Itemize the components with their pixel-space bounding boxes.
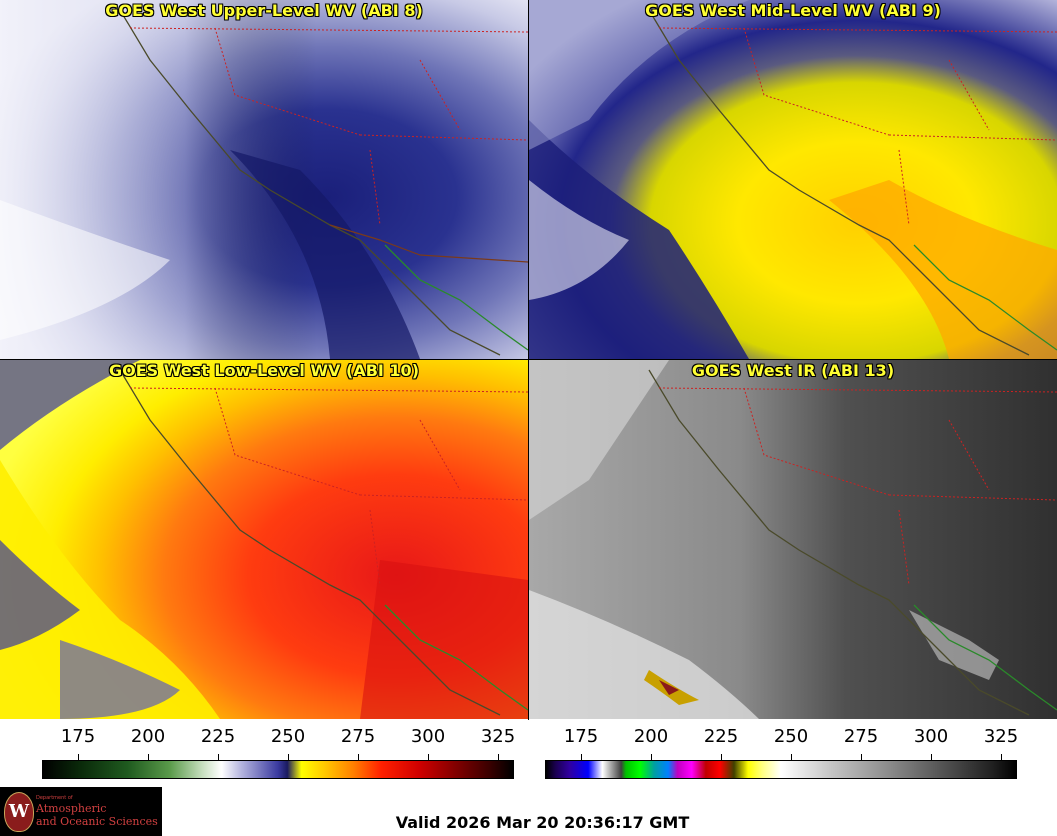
wv-colorbar-gradient (42, 760, 514, 779)
colorbar-tick (288, 754, 289, 760)
aos-logo: W Department of Atmospheric and Oceanic … (0, 787, 162, 836)
colorbar-tick-label: 175 (563, 726, 599, 747)
panel-title: GOES West Low-Level WV (ABI 10) (108, 361, 419, 380)
panel-title: GOES West Upper-Level WV (ABI 8) (105, 1, 423, 20)
panel-ir: GOES West IR (ABI 13) (529, 360, 1057, 719)
colorbar-tick-label: 200 (130, 726, 166, 747)
ir-colorbar-gradient (545, 760, 1017, 779)
colorbar-tick (428, 754, 429, 760)
colorbar-tick (1001, 754, 1002, 760)
colorbar-tick-label: 275 (340, 726, 376, 747)
logo-line-1: Atmospheric (36, 802, 107, 815)
colorbar-tick-label: 250 (773, 726, 809, 747)
valid-time: Valid 2026 Mar 20 20:36:17 GMT (395, 813, 690, 832)
colorbar-tick (218, 754, 219, 760)
colorbar-tick (498, 754, 499, 760)
panel-title: GOES West Mid-Level WV (ABI 9) (645, 1, 941, 20)
ir-colorbar: 175 200 225 250 275 300 325 (529, 726, 1057, 786)
uw-seal-icon: W (4, 792, 34, 832)
colorbar-tick-label: 325 (480, 726, 516, 747)
logo-line-2: and Oceanic Sciences (36, 815, 158, 828)
colorbar-tick (931, 754, 932, 760)
low-level-wv-image (0, 360, 528, 719)
panel-divider-horizontal (0, 359, 1057, 360)
colorbar-tick-label: 175 (60, 726, 96, 747)
colorbar-tick-label: 200 (633, 726, 669, 747)
wv-colorbar: 175 200 225 250 275 300 325 (0, 726, 528, 786)
panel-title: GOES West IR (ABI 13) (691, 361, 895, 380)
logo-dept-text: Department of (36, 795, 73, 801)
colorbar-tick (651, 754, 652, 760)
colorbar-tick (148, 754, 149, 760)
colorbar-tick (791, 754, 792, 760)
colorbar-tick-label: 225 (200, 726, 236, 747)
colorbar-tick-label: 275 (843, 726, 879, 747)
mid-level-wv-image (529, 0, 1057, 359)
colorbar-tick (78, 754, 79, 760)
colorbar-tick-label: 325 (983, 726, 1019, 747)
colorbar-tick (581, 754, 582, 760)
colorbar-tick-label: 300 (410, 726, 446, 747)
upper-level-wv-image (0, 0, 528, 359)
panel-mid-level-wv: GOES West Mid-Level WV (ABI 9) (529, 0, 1057, 359)
panel-divider-vertical (528, 0, 529, 720)
panel-low-level-wv: GOES West Low-Level WV (ABI 10) (0, 360, 528, 719)
colorbar-tick (721, 754, 722, 760)
ir-image (529, 360, 1057, 719)
colorbar-tick-label: 250 (270, 726, 306, 747)
panel-upper-level-wv: GOES West Upper-Level WV (ABI 8) (0, 0, 528, 359)
colorbar-tick (358, 754, 359, 760)
colorbar-tick (861, 754, 862, 760)
colorbar-tick-label: 225 (703, 726, 739, 747)
colorbar-tick-label: 300 (913, 726, 949, 747)
